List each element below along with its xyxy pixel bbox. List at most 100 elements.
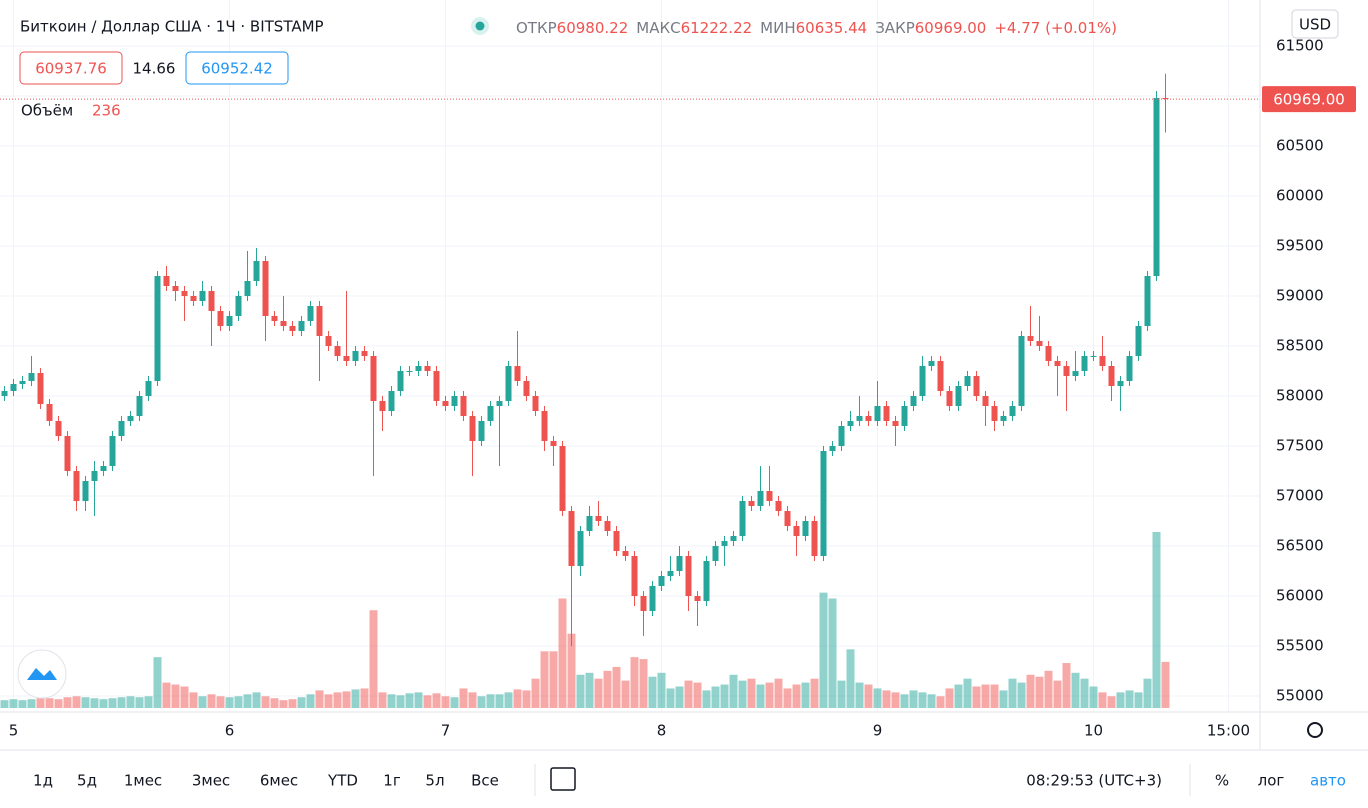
candle-body — [631, 556, 638, 596]
volume-bar — [333, 692, 342, 708]
volume-bar — [306, 694, 315, 708]
volume-bar — [621, 680, 630, 708]
volume-bar — [747, 678, 756, 708]
volume-bar — [261, 696, 270, 708]
volume-bar — [180, 686, 189, 708]
volume-bar — [162, 682, 171, 708]
volume-bar — [351, 689, 360, 708]
candle-body — [100, 466, 107, 471]
y-tick-label: 58500 — [1276, 337, 1324, 355]
bid-box[interactable] — [19, 51, 123, 85]
range-button[interactable]: 1д — [33, 772, 53, 790]
y-tick-label: 61500 — [1276, 37, 1324, 55]
y-tick-label: 55000 — [1276, 687, 1324, 705]
volume-bar — [1134, 692, 1143, 708]
range-button[interactable]: 1мес — [124, 772, 162, 790]
volume-bar — [153, 657, 162, 708]
volume-bar — [54, 699, 63, 708]
volume-bar — [234, 696, 243, 708]
candle-body — [820, 451, 827, 556]
volume-bar — [711, 686, 720, 708]
volume-bar — [1107, 696, 1116, 708]
candle-body — [613, 531, 620, 551]
candle-body — [496, 401, 503, 406]
candle-body — [955, 386, 962, 406]
candles — [1, 73, 1169, 646]
candle-body — [307, 306, 314, 321]
candle-body — [559, 446, 566, 511]
range-button[interactable]: 5д — [77, 772, 97, 790]
range-button[interactable]: YTD — [327, 772, 358, 790]
currency-button[interactable] — [1291, 9, 1339, 39]
candle-body — [1108, 366, 1115, 386]
volume-bar — [954, 684, 963, 708]
candle-body — [1135, 326, 1142, 356]
volume-bar — [1008, 678, 1017, 708]
candle-body — [838, 426, 845, 446]
volume-bar — [720, 684, 729, 708]
volume-bar — [45, 698, 54, 708]
volume-bar — [396, 695, 405, 708]
candle-body — [829, 446, 836, 451]
range-button[interactable]: Все — [471, 772, 499, 790]
toolbar: 1д 5д 1мес 3мес 6мес YTD 1г 5л Все 08:29:53 (UTC+… — [33, 772, 1346, 790]
candle-body — [766, 491, 773, 501]
volume-bar — [207, 694, 216, 708]
volume-bar — [891, 692, 900, 708]
volume-bar — [738, 680, 747, 708]
volume-bar — [693, 682, 702, 708]
candle-body — [1126, 356, 1133, 381]
volume-bar — [108, 698, 117, 708]
candle-body — [136, 396, 143, 416]
volume-bar — [675, 686, 684, 708]
volume-legend-value: 236 — [92, 102, 121, 120]
scale-option[interactable]: авто — [1310, 772, 1346, 790]
candle-body — [964, 376, 971, 386]
candle-body — [532, 396, 539, 411]
volume-bar — [756, 684, 765, 708]
candle-body — [784, 511, 791, 526]
clock: 08:29:53 (UTC+3) — [1026, 772, 1162, 790]
candle-body — [334, 346, 341, 356]
volume-bar — [486, 694, 495, 708]
y-tick-label: 59000 — [1276, 287, 1324, 305]
volume-bar — [468, 692, 477, 708]
volume-bar — [936, 696, 945, 708]
candle-body — [253, 261, 260, 281]
volume-bar — [342, 691, 351, 708]
y-tick-label: 57500 — [1276, 437, 1324, 455]
candle-body — [1027, 336, 1034, 341]
candle-body — [55, 421, 62, 436]
bid-price[interactable]: 60937.76 — [35, 60, 107, 78]
currency-label[interactable]: USD — [1299, 16, 1331, 34]
candle-body — [586, 516, 593, 531]
volume-bar — [963, 678, 972, 708]
volume-bar — [288, 699, 297, 708]
candle-body — [361, 351, 368, 356]
ohlc-value: 60635.44 — [796, 19, 868, 37]
scale-option[interactable]: % — [1215, 772, 1229, 790]
range-button[interactable]: 5л — [425, 772, 444, 790]
ask-price[interactable]: 60952.42 — [201, 60, 273, 78]
candle-body — [982, 396, 989, 406]
candle-body — [1036, 341, 1043, 346]
candle-body — [19, 381, 26, 384]
date-range-icon[interactable] — [550, 767, 576, 791]
candle-body — [910, 396, 917, 406]
settings-icon[interactable] — [1307, 722, 1323, 738]
volume-bar — [837, 680, 846, 708]
volume-bar — [900, 694, 909, 708]
ohlc-label: ЗАКР — [875, 19, 915, 37]
symbol-title: Биткоин / Доллар США · 1Ч · BITSTAMP — [20, 18, 324, 36]
range-button[interactable]: 1г — [383, 772, 401, 790]
volume-bar — [0, 700, 9, 708]
candle-body — [370, 356, 377, 401]
candle-body — [28, 373, 35, 381]
volume-bar — [864, 684, 873, 708]
candle-body — [739, 501, 746, 536]
ask-box[interactable] — [185, 51, 289, 85]
range-button[interactable]: 6мес — [260, 772, 298, 790]
scale-option[interactable]: лог — [1258, 772, 1285, 790]
volume-bar — [1017, 682, 1026, 708]
range-button[interactable]: 3мес — [192, 772, 230, 790]
